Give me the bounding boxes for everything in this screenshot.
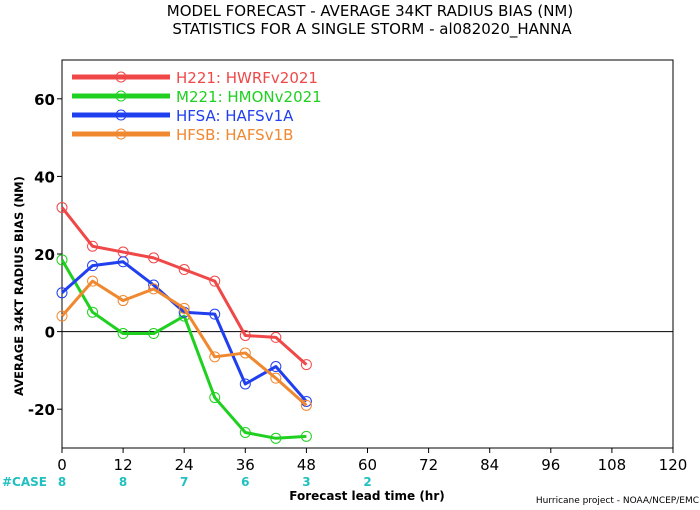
y-axis-label: AVERAGE 34KT RADIUS BIAS (NM)	[12, 176, 26, 396]
x-tick-label: 120	[659, 456, 688, 474]
data-point	[300, 399, 312, 411]
series-line	[60, 279, 308, 407]
data-point	[87, 260, 99, 272]
chart-title-line2: STATISTICS FOR A SINGLE STORM - al082020…	[172, 20, 572, 39]
data-point	[148, 283, 160, 295]
data-point	[56, 201, 68, 213]
x-tick-label: 12	[114, 456, 133, 474]
data-point	[56, 254, 68, 266]
y-tick-label: 60	[34, 91, 55, 109]
data-point	[178, 302, 190, 314]
x-tick-label: 24	[175, 456, 194, 474]
x-tick-label: 0	[57, 456, 67, 474]
case-count: 2	[363, 475, 371, 489]
x-axis-ticks: 0 12 24 36 48 60 72 84 96 108 120	[57, 448, 687, 474]
x-tick-label: 96	[541, 456, 560, 474]
data-point	[209, 351, 221, 363]
series-2	[56, 256, 312, 407]
x-tick-label: 108	[598, 456, 627, 474]
data-point	[117, 328, 129, 340]
data-point	[239, 347, 251, 359]
data-point	[209, 392, 221, 404]
case-count: 7	[180, 475, 188, 489]
legend-label: HFSA: HAFSv1A	[176, 107, 294, 125]
data-point	[239, 378, 251, 390]
data-point	[300, 359, 312, 371]
plot-area	[61, 59, 674, 449]
case-label: #CASE	[2, 475, 47, 489]
case-count: 6	[241, 475, 249, 489]
y-tick-label: 20	[34, 246, 55, 264]
data-point	[270, 331, 282, 343]
data-point	[209, 275, 221, 287]
case-count: 8	[119, 475, 127, 489]
series-0	[56, 201, 312, 371]
data-point	[270, 432, 282, 444]
case-count: 8	[58, 475, 66, 489]
data-point	[117, 295, 129, 307]
legend-marker	[115, 90, 127, 102]
y-tick-label: -20	[28, 401, 55, 419]
y-tick-label: 40	[34, 168, 55, 186]
x-tick-label: 48	[297, 456, 316, 474]
data-point	[117, 256, 129, 268]
y-axis-ticks: -20 0 20 40 60	[28, 91, 62, 419]
x-tick-label: 84	[480, 456, 499, 474]
x-tick-label: 72	[419, 456, 438, 474]
x-tick-label: 36	[236, 456, 255, 474]
chart-title-line1: MODEL FORECAST - AVERAGE 34KT RADIUS BIA…	[167, 2, 573, 20]
y-tick-label: 0	[45, 324, 55, 342]
data-point	[239, 329, 251, 341]
data-point	[300, 430, 312, 442]
data-point	[148, 328, 160, 340]
credit-text: Hurricane project - NOAA/NCEP/EMC	[536, 496, 699, 506]
legend-label: M221: HMONv2021	[176, 88, 322, 106]
data-point	[87, 275, 99, 287]
legend-marker	[115, 109, 127, 121]
data-point	[87, 240, 99, 252]
legend-label: H221: HWRFv2021	[176, 69, 318, 87]
legend-marker	[115, 71, 127, 83]
legend-marker	[115, 128, 127, 140]
series-lines	[56, 201, 312, 444]
series-line	[60, 206, 308, 366]
series-line	[60, 259, 307, 440]
data-point	[56, 310, 68, 322]
data-point	[239, 426, 251, 438]
series-line	[61, 260, 308, 403]
data-point	[148, 252, 160, 264]
case-count: 3	[302, 475, 310, 489]
series-1	[56, 254, 312, 444]
data-point	[209, 308, 221, 320]
data-point	[56, 287, 68, 299]
x-axis-label: Forecast lead time (hr)	[289, 489, 445, 503]
data-point	[87, 306, 99, 318]
case-counts: 8 8 7 6 3 2	[58, 475, 372, 489]
series-3	[56, 275, 312, 411]
data-point	[270, 372, 282, 384]
legend-label: HFSB: HAFSv1B	[176, 126, 293, 144]
data-point	[178, 264, 190, 276]
x-tick-label: 60	[358, 456, 377, 474]
data-point	[270, 361, 282, 373]
